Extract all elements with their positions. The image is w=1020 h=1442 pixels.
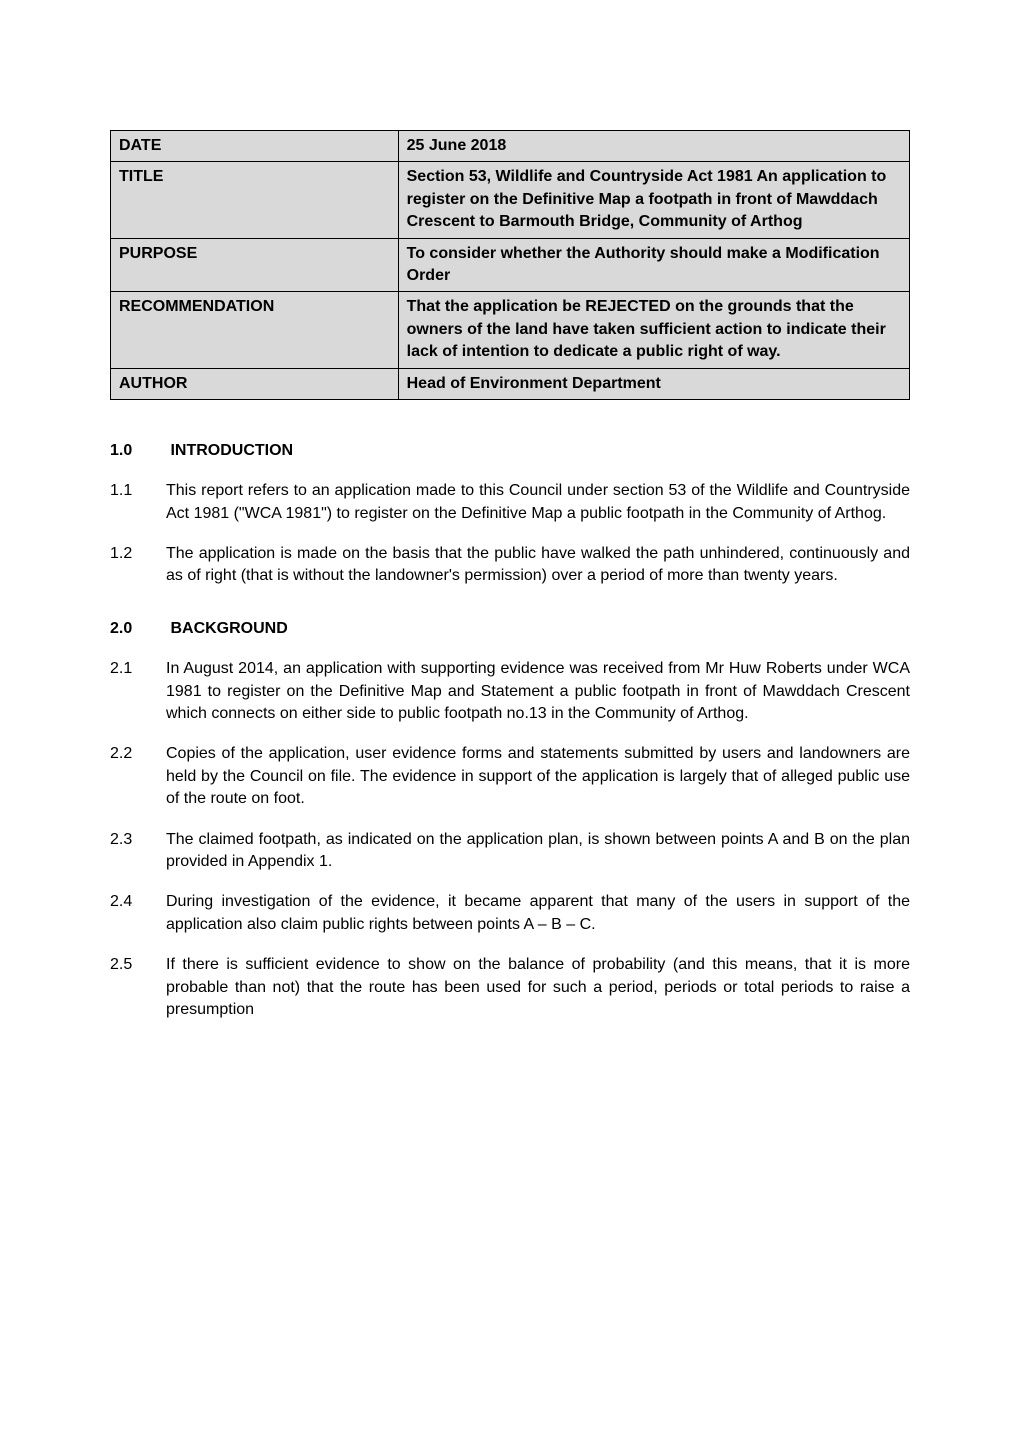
para-number: 2.1 — [110, 658, 166, 725]
paragraph: 1.1 This report refers to an application… — [110, 480, 910, 525]
para-text: Copies of the application, user evidence… — [166, 743, 910, 810]
table-row: PURPOSE To consider whether the Authorit… — [111, 238, 910, 292]
para-text: If there is sufficient evidence to show … — [166, 954, 910, 1021]
para-number: 2.2 — [110, 743, 166, 810]
section-heading: 1.0 INTRODUCTION — [110, 440, 910, 462]
row-label: RECOMMENDATION — [111, 292, 399, 368]
row-label: AUTHOR — [111, 368, 399, 399]
header-table-body: DATE 25 June 2018 TITLE Section 53, Wild… — [111, 131, 910, 400]
section-title: BACKGROUND — [170, 620, 287, 637]
table-row: TITLE Section 53, Wildlife and Countrysi… — [111, 162, 910, 238]
paragraph: 2.3 The claimed footpath, as indicated o… — [110, 829, 910, 874]
para-text: In August 2014, an application with supp… — [166, 658, 910, 725]
row-value: Head of Environment Department — [398, 368, 909, 399]
row-label: PURPOSE — [111, 238, 399, 292]
table-row: AUTHOR Head of Environment Department — [111, 368, 910, 399]
para-number: 2.5 — [110, 954, 166, 1021]
para-text: The claimed footpath, as indicated on th… — [166, 829, 910, 874]
para-number: 2.4 — [110, 891, 166, 936]
row-label: DATE — [111, 131, 399, 162]
table-row: RECOMMENDATION That the application be R… — [111, 292, 910, 368]
row-value: That the application be REJECTED on the … — [398, 292, 909, 368]
row-label: TITLE — [111, 162, 399, 238]
row-value: Section 53, Wildlife and Countryside Act… — [398, 162, 909, 238]
section-number: 1.0 — [110, 440, 166, 462]
para-text: The application is made on the basis tha… — [166, 543, 910, 588]
header-table: DATE 25 June 2018 TITLE Section 53, Wild… — [110, 130, 910, 400]
para-number: 1.2 — [110, 543, 166, 588]
section-introduction: 1.0 INTRODUCTION 1.1 This report refers … — [110, 440, 910, 588]
para-text: During investigation of the evidence, it… — [166, 891, 910, 936]
paragraph: 2.4 During investigation of the evidence… — [110, 891, 910, 936]
section-heading: 2.0 BACKGROUND — [110, 618, 910, 640]
paragraph: 1.2 The application is made on the basis… — [110, 543, 910, 588]
paragraph: 2.2 Copies of the application, user evid… — [110, 743, 910, 810]
row-value: 25 June 2018 — [398, 131, 909, 162]
row-value: To consider whether the Authority should… — [398, 238, 909, 292]
section-title: INTRODUCTION — [170, 442, 293, 459]
section-number: 2.0 — [110, 618, 166, 640]
paragraph: 2.1 In August 2014, an application with … — [110, 658, 910, 725]
section-background: 2.0 BACKGROUND 2.1 In August 2014, an ap… — [110, 618, 910, 1021]
paragraph: 2.5 If there is sufficient evidence to s… — [110, 954, 910, 1021]
para-number: 1.1 — [110, 480, 166, 525]
para-number: 2.3 — [110, 829, 166, 874]
para-text: This report refers to an application mad… — [166, 480, 910, 525]
table-row: DATE 25 June 2018 — [111, 131, 910, 162]
